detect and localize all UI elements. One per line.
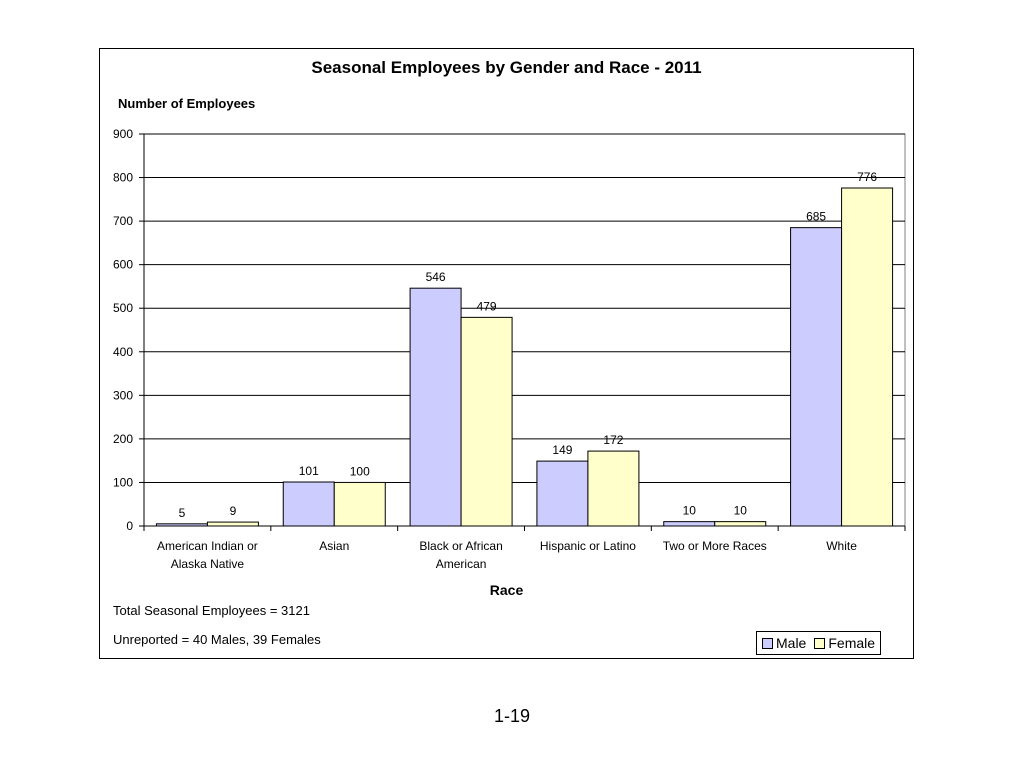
x-tick-label: American [436,557,487,571]
data-label: 100 [350,464,370,478]
x-tick-label: White [826,539,857,553]
data-label: 5 [179,506,186,520]
y-tick-label: 200 [113,432,133,446]
data-label: 685 [806,210,826,224]
x-tick-label: Two or More Races [663,539,767,553]
legend-label-male: Male [776,635,807,651]
data-label: 546 [426,270,446,284]
data-label: 776 [857,170,877,184]
unreported-note: Unreported = 40 Males, 39 Females [113,632,321,647]
chart-frame: Seasonal Employees by Gender and Race - … [99,48,914,659]
x-tick-label: Hispanic or Latino [540,539,636,553]
legend-label-female: Female [828,635,876,651]
y-tick-label: 0 [126,519,133,533]
legend-item-female: Female [814,635,875,651]
bar-male [790,227,843,527]
y-tick-label: 600 [113,258,133,272]
bar-female [587,450,640,527]
y-tick-label: 400 [113,345,133,359]
data-label: 10 [734,504,748,518]
bar-male [536,460,589,527]
bar-female [841,187,894,527]
x-tick-label: Alaska Native [171,557,245,571]
data-label: 9 [230,504,237,518]
x-tick-label: Asian [319,539,349,553]
data-label: 149 [552,443,572,457]
plot-area: 0 100 200 300 400 500 600 700 800 900 5 9 American I… [113,127,906,571]
x-axis-label: Race [489,582,524,598]
bar-female [714,521,767,527]
y-tick-label: 300 [113,388,133,402]
x-tick-label: American Indian or [157,539,258,553]
data-label: 101 [299,464,319,478]
bar-male [663,521,716,527]
data-label: 10 [683,504,697,518]
y-tick-label: 700 [113,214,133,228]
data-label: 479 [477,299,497,313]
y-tick-label: 900 [113,127,133,141]
bar-female [460,316,513,527]
chart-title: Seasonal Employees by Gender and Race - … [311,58,702,77]
legend: Male Female [756,631,882,655]
bar-male [409,287,462,527]
page-number: 1-19 [493,706,531,726]
total-employees-note: Total Seasonal Employees = 3121 [113,603,310,618]
bar-female [206,521,259,527]
bar-male [282,481,335,527]
legend-swatch-male [762,637,773,649]
y-axis-label: Number of Employees [118,96,256,111]
bar-female [333,481,386,527]
y-tick-label: 100 [113,475,133,489]
y-tick-label: 500 [113,301,133,315]
x-tick-label: Black or African [419,539,502,553]
data-label: 172 [603,433,623,447]
legend-swatch-female [814,637,826,649]
legend-item-male: Male [762,635,806,651]
bar-male [155,523,208,527]
y-tick-label: 800 [113,171,133,185]
